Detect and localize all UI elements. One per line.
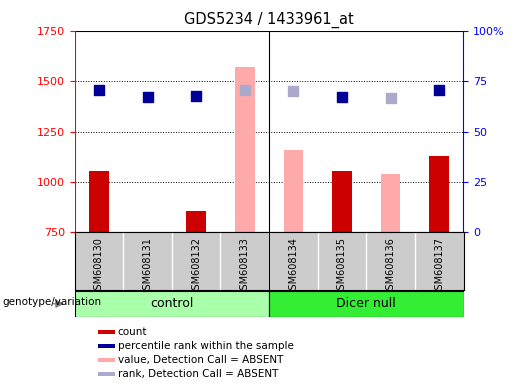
Text: GSM608133: GSM608133: [240, 237, 250, 296]
Bar: [186, 211, 206, 232]
Text: count: count: [117, 327, 147, 337]
Text: GSM608134: GSM608134: [288, 237, 298, 296]
Bar: [98, 330, 115, 334]
Bar: [235, 67, 254, 232]
Bar: [98, 344, 115, 348]
Point: [95, 87, 103, 93]
Bar: [284, 150, 303, 232]
Text: GSM608132: GSM608132: [191, 237, 201, 296]
Text: GSM608130: GSM608130: [94, 237, 104, 296]
Text: Dicer null: Dicer null: [336, 297, 396, 310]
Bar: [89, 171, 109, 232]
Text: value, Detection Call = ABSENT: value, Detection Call = ABSENT: [117, 355, 283, 365]
Text: control: control: [150, 297, 194, 310]
Text: GSM608135: GSM608135: [337, 237, 347, 296]
Point: [386, 95, 394, 101]
Text: rank, Detection Call = ABSENT: rank, Detection Call = ABSENT: [117, 369, 278, 379]
Point: [338, 94, 346, 100]
Title: GDS5234 / 1433961_at: GDS5234 / 1433961_at: [184, 12, 354, 28]
Point: [289, 88, 298, 94]
Point: [192, 93, 200, 99]
Bar: [269, 291, 464, 317]
Text: GSM608131: GSM608131: [143, 237, 152, 296]
Bar: [75, 291, 269, 317]
Bar: [98, 372, 115, 376]
Point: [435, 87, 443, 93]
Bar: [98, 358, 115, 362]
Text: GSM608136: GSM608136: [386, 237, 396, 296]
Bar: [430, 156, 449, 232]
Point: [241, 87, 249, 93]
Bar: [381, 174, 400, 232]
Bar: [332, 171, 352, 232]
Point: [144, 94, 152, 100]
Text: genotype/variation: genotype/variation: [3, 297, 101, 307]
Text: percentile rank within the sample: percentile rank within the sample: [117, 341, 294, 351]
Text: GSM608137: GSM608137: [434, 237, 444, 296]
